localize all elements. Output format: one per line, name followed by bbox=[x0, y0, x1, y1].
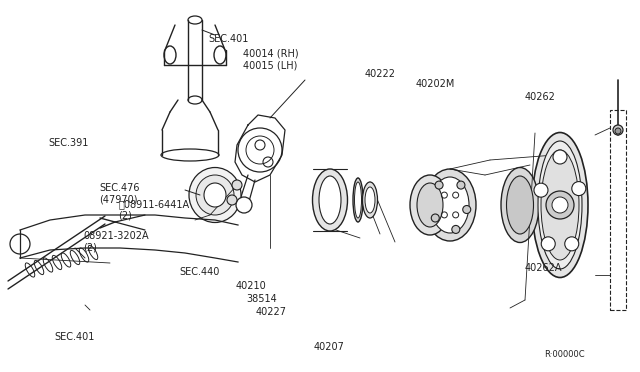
Circle shape bbox=[227, 195, 237, 205]
Ellipse shape bbox=[532, 132, 588, 278]
Ellipse shape bbox=[501, 167, 539, 243]
Text: SEC.476
(47970): SEC.476 (47970) bbox=[99, 183, 140, 204]
Circle shape bbox=[541, 237, 556, 251]
Ellipse shape bbox=[365, 187, 375, 213]
Circle shape bbox=[452, 225, 460, 234]
Ellipse shape bbox=[417, 183, 443, 227]
Text: 08921-3202A
(2): 08921-3202A (2) bbox=[83, 231, 149, 253]
Ellipse shape bbox=[410, 175, 450, 235]
Text: 40227: 40227 bbox=[256, 308, 287, 317]
Text: 40210: 40210 bbox=[236, 282, 266, 291]
Text: 40262A: 40262A bbox=[525, 263, 563, 273]
Text: R·00000C: R·00000C bbox=[544, 350, 584, 359]
Circle shape bbox=[553, 150, 567, 164]
Circle shape bbox=[552, 197, 568, 213]
Ellipse shape bbox=[506, 176, 534, 234]
Circle shape bbox=[572, 182, 586, 196]
Circle shape bbox=[236, 197, 252, 213]
Circle shape bbox=[431, 214, 439, 222]
Circle shape bbox=[457, 181, 465, 189]
Ellipse shape bbox=[196, 175, 234, 215]
Circle shape bbox=[232, 180, 242, 190]
Circle shape bbox=[435, 181, 443, 189]
Text: 40207: 40207 bbox=[314, 342, 344, 352]
Ellipse shape bbox=[312, 169, 348, 231]
Text: SEC.401: SEC.401 bbox=[54, 332, 95, 341]
Ellipse shape bbox=[424, 169, 476, 241]
Text: 40202M: 40202M bbox=[416, 79, 456, 89]
Text: 40222: 40222 bbox=[365, 70, 396, 79]
Circle shape bbox=[613, 125, 623, 135]
Ellipse shape bbox=[353, 178, 363, 222]
Text: 40262: 40262 bbox=[525, 92, 556, 102]
Ellipse shape bbox=[538, 141, 582, 269]
Circle shape bbox=[534, 183, 548, 197]
Ellipse shape bbox=[189, 167, 241, 222]
Ellipse shape bbox=[355, 182, 362, 218]
Ellipse shape bbox=[541, 150, 579, 260]
Circle shape bbox=[463, 205, 471, 214]
Text: 38514: 38514 bbox=[246, 295, 277, 304]
Circle shape bbox=[615, 128, 621, 134]
Text: ⓝ08911-6441A
(2): ⓝ08911-6441A (2) bbox=[118, 199, 189, 221]
Ellipse shape bbox=[319, 176, 341, 224]
Circle shape bbox=[546, 191, 574, 219]
Ellipse shape bbox=[362, 182, 378, 218]
Ellipse shape bbox=[204, 183, 226, 207]
Circle shape bbox=[564, 237, 579, 251]
Ellipse shape bbox=[431, 177, 469, 233]
Text: 40014 (RH)
40015 (LH): 40014 (RH) 40015 (LH) bbox=[243, 49, 299, 70]
Text: SEC.401: SEC.401 bbox=[208, 34, 248, 44]
Text: SEC.440: SEC.440 bbox=[179, 267, 220, 276]
Text: SEC.391: SEC.391 bbox=[48, 138, 88, 148]
